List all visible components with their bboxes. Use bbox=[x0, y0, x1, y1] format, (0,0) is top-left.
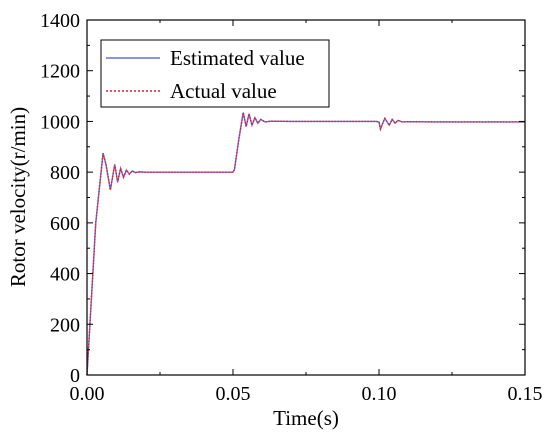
y-tick-label: 1400 bbox=[40, 10, 80, 32]
y-axis-title: Rotor velocity(r/min) bbox=[6, 107, 30, 287]
plot-lines bbox=[86, 112, 525, 376]
x-tick-label: 0.05 bbox=[216, 383, 251, 405]
legend-box bbox=[100, 39, 330, 108]
axis-ticks bbox=[86, 19, 526, 376]
y-tick-label: 0 bbox=[70, 365, 80, 387]
y-tick-label: 400 bbox=[50, 264, 80, 286]
y-tick-label: 200 bbox=[50, 314, 80, 336]
series-line-estimated bbox=[86, 112, 525, 376]
y-tick-label: 1200 bbox=[40, 61, 80, 83]
legend: Estimated value Actual value bbox=[100, 39, 330, 108]
x-tick-label: 0.15 bbox=[508, 383, 543, 405]
x-axis-title: Time(s) bbox=[273, 406, 339, 430]
axis-tick-labels: 0.00 0.05 0.10 0.15 0 200 400 600 800 1000 1200 140… bbox=[40, 10, 543, 405]
x-tick-label: 0.10 bbox=[362, 383, 397, 405]
y-tick-label: 600 bbox=[50, 213, 80, 235]
series-line-actual bbox=[86, 112, 525, 376]
y-tick-label: 1000 bbox=[40, 111, 80, 133]
y-tick-label: 800 bbox=[50, 162, 80, 184]
legend-label-estimated: Estimated value bbox=[170, 46, 305, 70]
x-tick-label: 0.00 bbox=[70, 383, 105, 405]
legend-label-actual: Actual value bbox=[170, 79, 277, 103]
